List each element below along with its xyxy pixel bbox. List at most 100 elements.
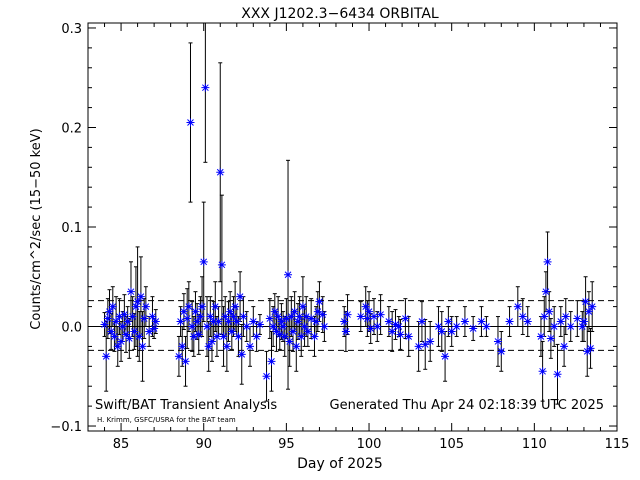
data-point-marker [566,322,575,331]
data-point-marker [421,340,430,349]
data-point-marker [343,310,352,319]
data-point-marker [186,118,195,127]
data-point-marker [280,332,289,341]
data-point-marker [388,327,397,336]
data-point-marker [320,322,329,331]
data-point-marker [198,302,207,311]
x-tick-label: 85 [113,437,130,452]
data-point-marker [120,310,129,319]
data-point-marker [128,312,137,321]
footer-credit-label: H. Krimm, GSFC/USRA for the BAT team [97,416,236,424]
data-point-marker [272,327,281,336]
data-point-marker [211,302,220,311]
data-point-marker [191,307,200,316]
data-point-marker [295,312,304,321]
data-point-marker [497,347,506,356]
data-point-marker [112,317,121,326]
data-point-marker [545,307,554,316]
data-point-marker [426,337,435,346]
data-point-marker [444,317,453,326]
data-point-marker [579,317,588,326]
data-point-marker [222,342,231,351]
x-tick-label: 115 [605,437,630,452]
data-point-marker [540,312,549,321]
data-point-marker [130,327,139,336]
data-point-marker [437,327,446,336]
data-point-marker [313,307,322,316]
data-point-marker [513,302,522,311]
data-point-marker [174,352,183,361]
data-point-marker [126,287,135,296]
data-point-marker [538,367,547,376]
data-point-marker [123,317,132,326]
data-point-marker [414,342,423,351]
data-point-marker [285,337,294,346]
data-point-marker [290,307,299,316]
data-point-marker [117,337,126,346]
data-point-marker [150,324,159,333]
data-point-marker [135,332,144,341]
data-point-marker [583,347,592,356]
data-point-marker [310,332,319,341]
data-point-marker [103,314,112,323]
data-point-marker [275,330,284,339]
data-point-marker [246,342,255,351]
data-point-marker [584,307,593,316]
x-tick-label: 90 [195,437,212,452]
data-point-marker [237,350,246,359]
data-point-marker [214,317,223,326]
data-point-marker [242,322,251,331]
data-point-marker [312,317,321,326]
data-point-marker [282,314,291,323]
data-point-marker [125,334,134,343]
y-tick-label: 0.0 [61,321,82,336]
y-tick-label: −0.1 [50,420,82,435]
data-point-marker [269,322,278,331]
data-point-marker [391,320,400,329]
data-point-marker [417,317,426,326]
x-tick-label: 110 [522,437,547,452]
data-point-marker [373,322,382,331]
data-point-marker [219,332,228,341]
data-point-marker [394,322,403,331]
data-point-marker [288,327,297,336]
y-tick-label: 0.2 [61,121,82,136]
data-point-marker [102,352,111,361]
y-tick-label: 0.1 [61,221,82,236]
data-point-marker [302,312,311,321]
data-point-marker [588,302,597,311]
data-point-marker [267,357,276,366]
data-point-marker [561,312,570,321]
data-point-marker [110,332,119,341]
data-point-marker [107,327,116,336]
data-point-marker [115,312,124,321]
x-tick-label: 105 [439,437,464,452]
data-point-marker [262,372,271,381]
data-point-marker [118,322,127,331]
data-point-marker [277,317,286,326]
data-point-marker [151,317,160,326]
data-point-marker [113,342,122,351]
data-point-marker [274,312,283,321]
data-point-marker [482,322,491,331]
data-point-marker [145,327,154,336]
data-point-marker [189,332,198,341]
footer-analysis-label: Swift/BAT Transient Analysis [95,398,277,413]
data-point-marker [178,342,187,351]
data-point-marker [207,337,216,346]
data-point-marker [401,314,410,323]
data-point-marker [199,257,208,266]
data-point-marker [384,317,393,326]
data-point-marker [573,314,582,323]
data-point-marker [447,327,456,336]
x-tick-label: 95 [278,437,295,452]
data-point-marker [140,314,149,323]
data-point-marker [556,317,565,326]
data-point-marker [176,317,185,326]
data-point-marker [203,322,212,331]
data-point-marker [136,292,145,301]
data-point-marker [226,307,235,316]
data-point-marker [404,332,413,341]
data-point-marker [108,302,117,311]
